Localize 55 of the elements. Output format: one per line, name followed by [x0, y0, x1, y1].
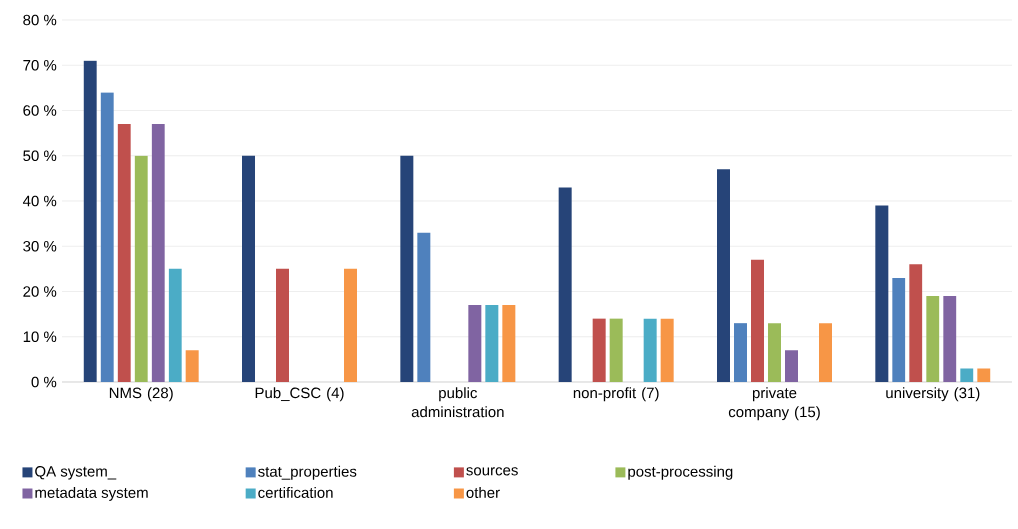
- bar: [875, 205, 889, 382]
- y-tick-label: 0 %: [31, 376, 57, 388]
- y-tick-label: 50 %: [23, 150, 57, 162]
- bar: [785, 350, 798, 382]
- x-tick-label: non-profit (7): [573, 387, 659, 402]
- y-tick-label: 30 %: [23, 240, 57, 252]
- bar: [276, 268, 289, 382]
- bar: [344, 268, 357, 382]
- y-tick-label: 10 %: [23, 331, 57, 343]
- bar: [768, 323, 781, 382]
- bar: [926, 296, 940, 382]
- x-tick-label: NMS (28): [109, 387, 173, 402]
- bar: [151, 124, 165, 382]
- x-tick-label: private company (15): [728, 387, 820, 421]
- bar: [734, 323, 747, 382]
- bar: [977, 368, 991, 382]
- x-tick-label: Pub_CSC (4): [255, 387, 344, 402]
- legend-label: other: [466, 486, 500, 498]
- bar: [83, 60, 97, 382]
- bar: [751, 259, 764, 382]
- bar: [819, 323, 832, 382]
- bar: [134, 155, 148, 382]
- y-tick-label: 80 %: [23, 14, 57, 26]
- legend-label: QA system_: [35, 466, 117, 480]
- bar: [242, 155, 256, 382]
- bar: [960, 368, 974, 382]
- y-tick-label: 70 %: [23, 59, 57, 71]
- bar: [717, 169, 730, 382]
- legend-label: post-processing: [628, 465, 733, 480]
- bar: [485, 305, 499, 382]
- bar: [468, 305, 482, 382]
- x-tick-label: university (31): [886, 387, 980, 402]
- bar: [100, 92, 114, 382]
- bar: [892, 277, 906, 382]
- bar: [943, 296, 957, 382]
- y-tick-label: 40 %: [22, 195, 57, 207]
- y-tick-label: 60 %: [23, 105, 57, 116]
- bar: [558, 187, 572, 382]
- bar: [660, 318, 674, 382]
- bar: [592, 318, 606, 382]
- bar: [609, 318, 623, 382]
- legend-label: metadata system: [35, 486, 148, 501]
- x-tick-label: public administration: [411, 387, 504, 418]
- legend-label: sources: [466, 467, 518, 476]
- y-tick-label: 20 %: [23, 286, 57, 297]
- bar: [417, 232, 431, 382]
- legend-label: certification: [258, 486, 333, 498]
- bar: [400, 155, 414, 382]
- bar: [168, 268, 182, 382]
- bar: [909, 264, 923, 382]
- bar: [643, 318, 657, 382]
- bar: [185, 350, 199, 382]
- bar: [502, 305, 516, 382]
- bar: [117, 124, 131, 382]
- legend-label: stat_properties: [258, 465, 357, 480]
